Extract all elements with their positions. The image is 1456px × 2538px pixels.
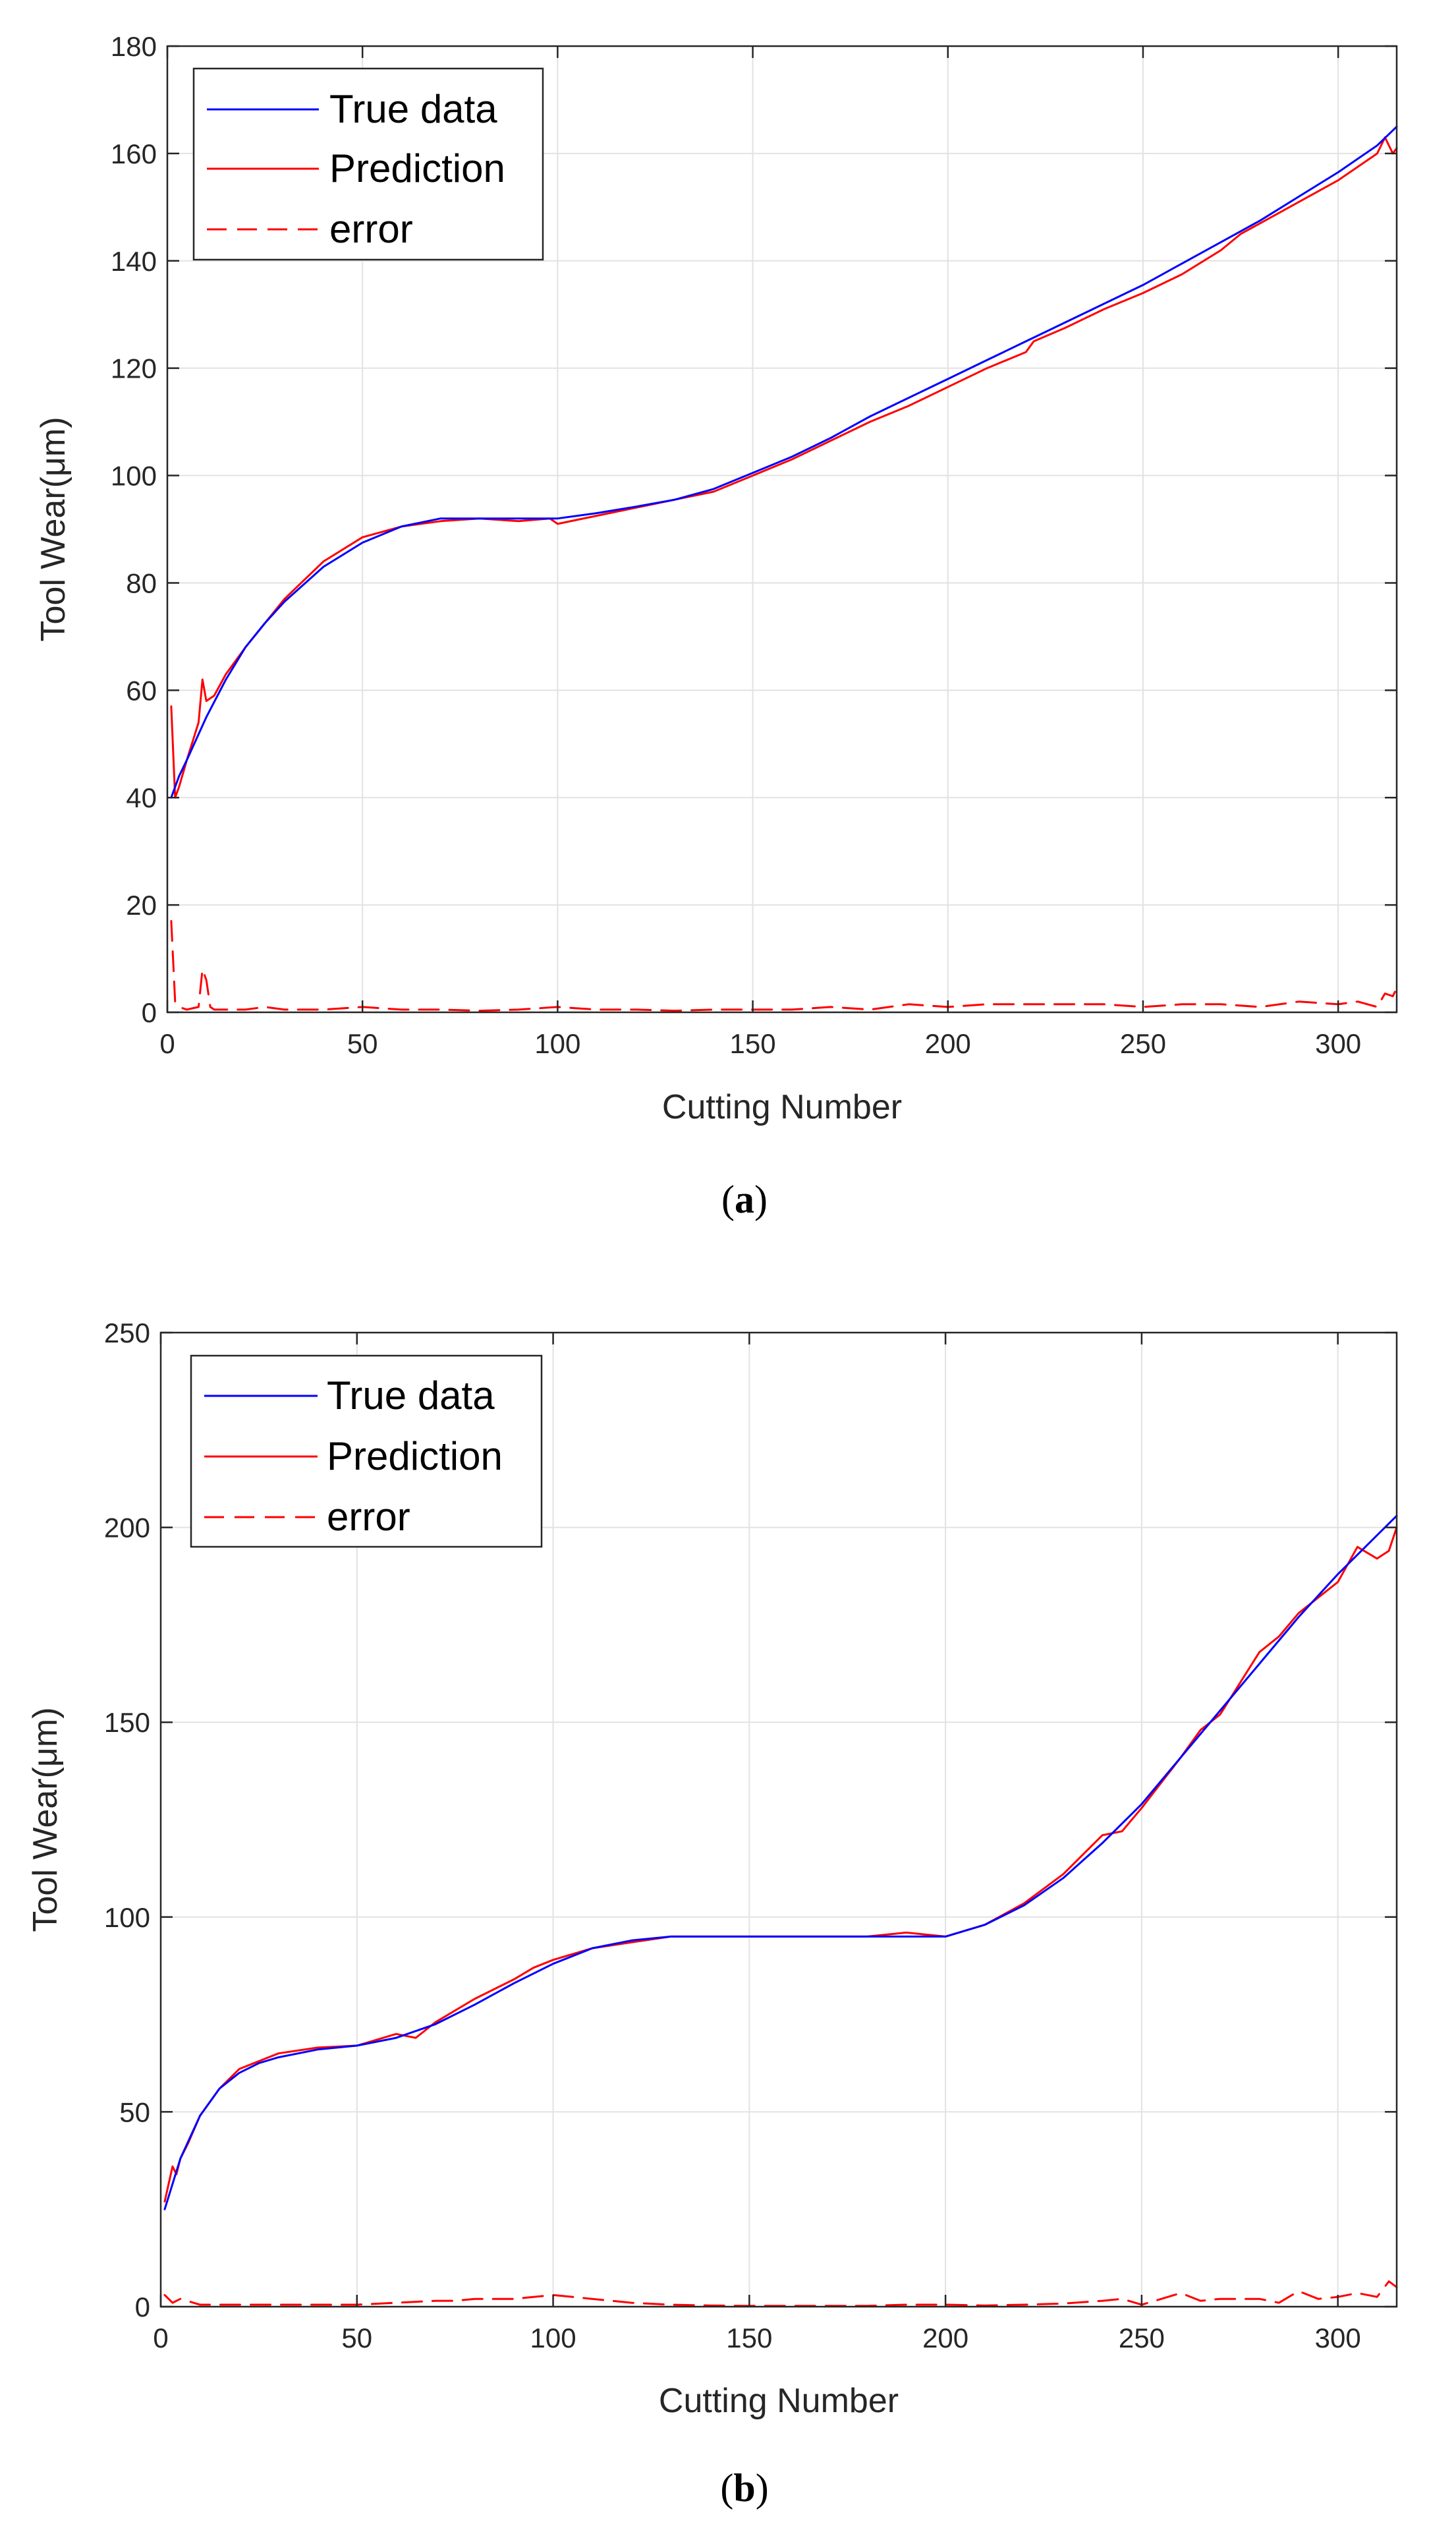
legend-label-prediction-b: Prediction	[327, 1434, 503, 1478]
axes-box-b	[159, 1331, 1398, 2308]
y-tick-label: 180	[111, 31, 157, 62]
legend-label-true-data-b: True data	[327, 1373, 495, 1418]
series-true-data-line	[163, 1514, 1398, 2210]
x-tick-label: 200	[922, 2322, 968, 2353]
legend-label-error-b: error	[327, 1495, 410, 1539]
y-tick-label: 160	[111, 138, 157, 169]
x-tick-label: 300	[1315, 2322, 1361, 2353]
caption-letter-b: b	[733, 2466, 755, 2510]
x-axis-label-a: Cutting Number	[662, 1088, 902, 1126]
y-tick-label: 120	[111, 353, 157, 384]
y-tick-label: 200	[104, 1513, 150, 1543]
legend-box-a	[192, 67, 544, 261]
y-tick-label: 100	[104, 1902, 150, 1933]
y-tick-label: 40	[126, 782, 157, 813]
legend-box-b	[190, 1354, 543, 1548]
legend-label-prediction-a: Prediction	[329, 146, 505, 190]
series-layer-a	[170, 125, 1398, 1012]
x-tick-label: 0	[159, 1028, 175, 1059]
x-tick-label: 250	[1120, 1028, 1166, 1059]
legend-label-error-a: error	[329, 207, 413, 251]
y-tick-label: 150	[104, 1707, 150, 1738]
axes-box-a	[166, 45, 1398, 1014]
y-axis-label-b: Tool Wear(μm)	[26, 1707, 65, 1932]
x-tick-label: 50	[347, 1028, 378, 1059]
legend-label-true-data-a: True data	[329, 87, 497, 131]
y-tick-label: 250	[104, 1317, 150, 1348]
grid-a	[167, 46, 1397, 1012]
y-tick-label: 0	[142, 997, 157, 1028]
ticks-a: 0 50 100 150 200 250 300 0 20 40 60 80 100 120 140 160 1…	[111, 31, 1397, 1059]
y-axis-label-a: Tool Wear(μm)	[34, 417, 72, 641]
y-tick-label: 140	[111, 246, 157, 277]
series-error-line	[163, 2280, 1398, 2307]
x-tick-label: 250	[1119, 2322, 1165, 2353]
y-tick-label: 20	[126, 890, 157, 921]
y-tick-label: 0	[135, 2292, 150, 2322]
series-error-line	[170, 920, 1398, 1012]
x-tick-label: 0	[153, 2322, 168, 2353]
y-tick-label: 50	[119, 2096, 150, 2127]
legend-a: True data Prediction error	[192, 67, 544, 261]
series-prediction-line	[170, 136, 1398, 799]
x-tick-label: 100	[530, 2322, 576, 2353]
x-tick-label: 150	[730, 1028, 776, 1059]
caption-b: (b)	[720, 2466, 768, 2510]
chart-panel-a: 0 50 100 150 200 250 300 0 20 40 60 80 100 120 140 160 1…	[34, 31, 1398, 1221]
y-tick-label: 80	[126, 567, 157, 598]
caption-a: (a)	[721, 1178, 768, 1221]
x-axis-label-b: Cutting Number	[659, 2382, 899, 2420]
chart-panel-b: 0 50 100 150 200 250 300 0 50 100 150 200 250 Cuttin…	[26, 1317, 1398, 2510]
caption-letter-a: a	[735, 1178, 754, 1221]
x-tick-label: 300	[1315, 1028, 1361, 1059]
series-true-data-line	[170, 125, 1398, 799]
x-tick-label: 200	[925, 1028, 971, 1059]
x-tick-label: 150	[726, 2322, 772, 2353]
legend-b: True data Prediction error	[190, 1354, 543, 1548]
ticks-b: 0 50 100 150 200 250 300 0 50 100 150 200 250	[104, 1317, 1397, 2353]
series-layer-b	[163, 1514, 1398, 2307]
y-tick-label: 60	[126, 675, 157, 706]
x-tick-label: 50	[341, 2322, 372, 2353]
x-tick-label: 100	[534, 1028, 580, 1059]
y-tick-label: 100	[111, 461, 157, 492]
